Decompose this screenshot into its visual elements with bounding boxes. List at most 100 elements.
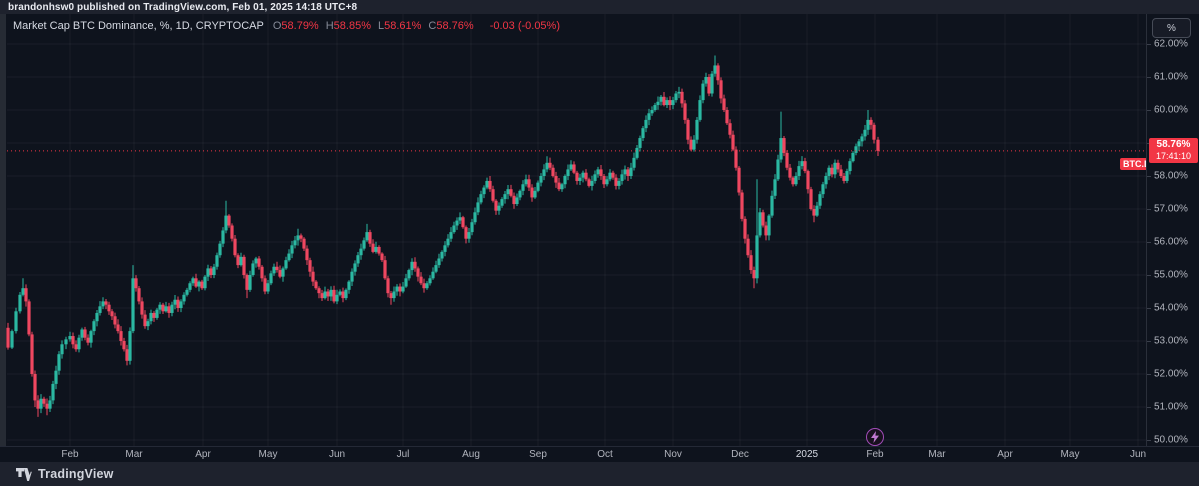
chart-pane[interactable]: Market Cap BTC Dominance, %, 1D, CRYPTOC… xyxy=(0,14,1154,446)
candle xyxy=(458,212,462,225)
candle xyxy=(671,96,675,110)
candle xyxy=(500,197,504,208)
candle xyxy=(317,286,321,299)
candle xyxy=(542,164,546,181)
time-tick-label: Jun xyxy=(1129,449,1147,460)
candle xyxy=(860,133,864,147)
time-tick-label: Feb xyxy=(866,449,884,460)
candle xyxy=(320,289,324,302)
candle xyxy=(872,122,876,144)
candle xyxy=(806,169,810,194)
candle xyxy=(632,152,636,171)
candle xyxy=(107,301,111,315)
candle xyxy=(257,256,261,270)
candle xyxy=(599,164,603,180)
candle xyxy=(707,74,711,97)
candle xyxy=(170,301,174,317)
candle xyxy=(876,136,880,156)
price-tick-label: 60.00% xyxy=(1154,104,1188,116)
candle xyxy=(779,111,783,163)
price-tickmark xyxy=(1147,242,1151,243)
candle xyxy=(473,207,477,225)
candle xyxy=(686,118,690,145)
candle xyxy=(392,286,396,302)
candle xyxy=(407,268,411,281)
idea-marker[interactable] xyxy=(866,428,884,446)
candle xyxy=(251,260,255,277)
candle xyxy=(386,275,390,298)
candle xyxy=(125,344,129,366)
candle xyxy=(629,162,633,180)
candle xyxy=(479,190,483,205)
candle xyxy=(39,394,43,414)
candle xyxy=(590,175,594,191)
candle xyxy=(404,273,408,288)
candle xyxy=(782,135,786,157)
candle xyxy=(383,255,387,280)
candle xyxy=(239,252,243,267)
candle xyxy=(86,334,90,346)
left-toolbar-edge xyxy=(0,14,6,446)
candle xyxy=(788,163,792,181)
candle xyxy=(812,205,816,223)
candle xyxy=(776,154,780,181)
candle xyxy=(440,250,444,262)
candle xyxy=(692,135,696,152)
candle xyxy=(560,182,564,192)
candle xyxy=(353,260,357,276)
candle xyxy=(551,164,555,178)
candle xyxy=(515,193,519,207)
candle xyxy=(452,221,456,234)
lightning-bolt-icon xyxy=(871,431,879,443)
tradingview-brand[interactable]: TradingView xyxy=(16,467,114,481)
candle xyxy=(623,165,627,180)
candle xyxy=(830,164,834,178)
candle xyxy=(614,174,618,190)
price-tickmark xyxy=(1147,110,1151,111)
candle xyxy=(410,258,414,276)
chart-canvas[interactable] xyxy=(0,14,1146,446)
time-tick-label: Jul xyxy=(396,449,410,460)
candle xyxy=(497,202,501,215)
time-axis[interactable]: Feb Mar Apr May Jun Jul Aug Sep Oct Nov Dec 2025 Feb… xyxy=(0,446,1199,462)
candle xyxy=(740,189,744,222)
ohlc-pair: O58.79% xyxy=(272,20,319,32)
candle xyxy=(803,157,807,174)
candle xyxy=(608,169,612,182)
candle xyxy=(485,177,489,190)
candle xyxy=(24,284,28,307)
candle xyxy=(833,159,837,179)
candle xyxy=(785,150,789,171)
candle xyxy=(584,169,588,182)
candle xyxy=(713,55,717,77)
candle xyxy=(245,273,249,299)
price-tick-label: 58.00% xyxy=(1154,170,1188,182)
candle xyxy=(617,178,621,190)
candle xyxy=(197,280,201,292)
candle xyxy=(491,185,495,203)
candle xyxy=(113,312,117,329)
candle xyxy=(674,91,678,103)
candle xyxy=(176,296,180,312)
candle xyxy=(332,285,336,304)
candle xyxy=(299,233,303,243)
candle xyxy=(554,171,558,188)
symbol-title[interactable]: Market Cap BTC Dominance, %, 1D, CRYPTOC… xyxy=(13,20,264,32)
candle xyxy=(566,164,570,181)
candle xyxy=(446,234,450,248)
price-tickmark xyxy=(1147,407,1151,408)
price-tick-label: 51.00% xyxy=(1154,401,1188,413)
candle xyxy=(194,273,198,288)
candle xyxy=(770,190,774,218)
candle xyxy=(51,380,55,405)
candle xyxy=(191,276,195,286)
price-axis[interactable]: 62.00%61.00%60.00%59.00%58.00%57.00%56.0… xyxy=(1146,14,1199,462)
candle xyxy=(149,309,153,325)
candle xyxy=(503,191,507,204)
candle xyxy=(737,165,741,196)
candle xyxy=(131,265,135,334)
candle xyxy=(842,172,846,184)
candle xyxy=(626,167,630,181)
percent-scale-button[interactable]: % xyxy=(1152,18,1191,38)
price-tick-label: 56.00% xyxy=(1154,236,1188,248)
